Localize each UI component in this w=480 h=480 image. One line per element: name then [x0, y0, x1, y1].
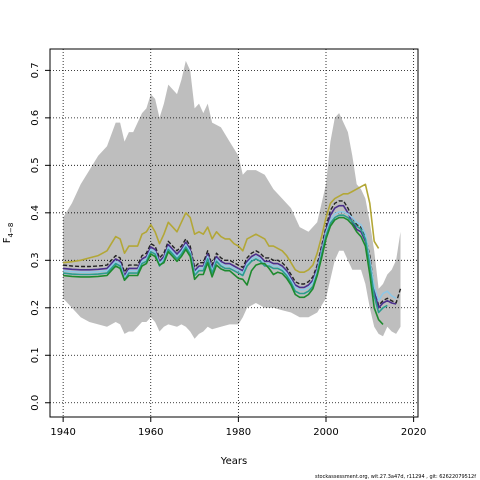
y-tick-label: 0.4 — [30, 205, 41, 221]
x-tick-label: 1980 — [226, 427, 251, 438]
series-line-1 — [63, 183, 380, 273]
y-tick-label: 0.5 — [30, 157, 41, 173]
x-axis-title: Years — [220, 456, 247, 467]
x-tick-label: 1940 — [50, 427, 75, 438]
series-line-4 — [63, 211, 397, 302]
y-axis-title-sub: 4−8 — [7, 223, 15, 238]
y-tick-label: 0.2 — [30, 300, 41, 316]
y-tick-label: 0.7 — [30, 62, 41, 78]
y-axis: 0.0 0.1 0.2 0.3 0.4 0.5 0.6 0.7 — [30, 62, 50, 411]
y-tick-label: 0.0 — [30, 395, 41, 411]
series-layer — [63, 183, 402, 325]
x-tick-label: 2020 — [401, 427, 426, 438]
series-line-5 — [63, 214, 388, 314]
footer-note: stockassessment.org, wit.27.3a47d, r1129… — [315, 474, 476, 480]
plot-frame — [49, 48, 419, 418]
series-line-3 — [63, 204, 397, 309]
series-line-2 — [63, 200, 402, 307]
confidence-band — [63, 60, 401, 339]
y-axis-title: F4−8 — [2, 223, 15, 244]
x-tick-label: 1960 — [138, 427, 163, 438]
y-tick-label: 0.1 — [30, 347, 41, 363]
x-axis: 1940 1960 1980 2000 2020 — [50, 417, 426, 438]
y-tick-label: 0.3 — [30, 252, 41, 268]
series-line-6 — [63, 216, 384, 325]
y-tick-label: 0.6 — [30, 110, 41, 126]
x-tick-label: 2000 — [313, 427, 338, 438]
confidence-band-area — [63, 60, 401, 339]
y-axis-title-main: F — [2, 237, 13, 243]
